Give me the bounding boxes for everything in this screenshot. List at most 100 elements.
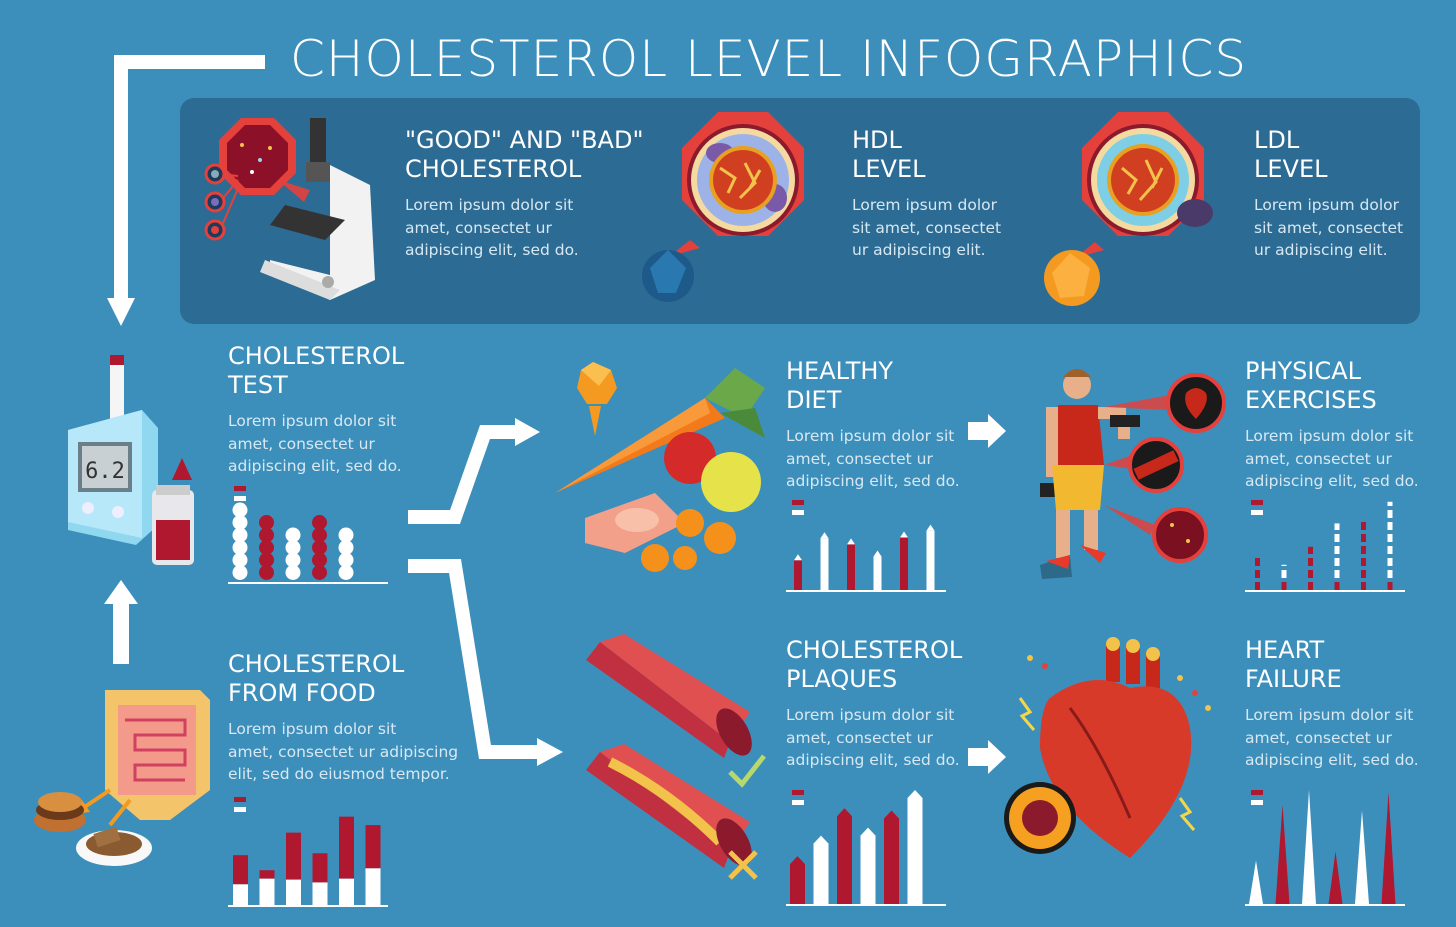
bar	[907, 790, 923, 904]
chart-exercise	[1245, 500, 1405, 592]
bar	[1249, 860, 1263, 904]
bar-tip	[873, 550, 882, 557]
bar-segment	[1361, 558, 1366, 566]
bar-bead	[285, 552, 301, 568]
bar-tip	[820, 532, 829, 539]
chart-diet	[786, 500, 946, 592]
hdl-text: Lorem ipsum dolor sit amet, consectet ur…	[852, 196, 1002, 259]
ldl-particle-icon	[1044, 112, 1213, 306]
bar-segment	[1281, 570, 1287, 578]
chart-heart	[1245, 790, 1405, 906]
hdl-particle-icon	[642, 112, 804, 302]
bar-bead	[285, 565, 301, 580]
athlete-icon	[1040, 369, 1226, 579]
microscope-icon	[204, 118, 375, 300]
page-title: CHOLESTEROL LEVEL INFOGRAPHICS	[290, 30, 1248, 88]
bar	[860, 827, 876, 904]
legend-mark	[234, 486, 246, 491]
bar	[312, 853, 328, 883]
arrow-right-icon	[968, 414, 1006, 448]
bar-bead	[312, 540, 327, 555]
bar	[813, 835, 829, 904]
bar-bead	[232, 502, 248, 518]
bar-tip	[794, 554, 802, 561]
bar-bead	[259, 552, 274, 568]
bar-bead	[259, 540, 274, 555]
bar-bead	[259, 515, 274, 530]
chart-baseline	[1245, 590, 1405, 592]
chart-baseline	[786, 590, 946, 592]
chart-baseline	[786, 904, 946, 906]
bar-bead	[338, 552, 354, 568]
bar	[847, 544, 855, 590]
legend-mark	[1251, 790, 1263, 795]
ldl-heading: LDL LEVEL	[1254, 126, 1328, 183]
bar	[820, 538, 829, 590]
bar	[884, 810, 899, 904]
bar-bead	[338, 565, 354, 580]
bar-bead	[285, 527, 301, 543]
bar-bead	[259, 565, 274, 580]
chart-baseline	[228, 582, 388, 584]
heart-icon	[1004, 637, 1211, 858]
bar-bead	[312, 565, 327, 580]
intestine-icon	[34, 690, 210, 866]
plaques-text: Lorem ipsum dolor sit amet, consectet ur…	[786, 706, 960, 769]
bar	[365, 825, 381, 869]
bar-segment	[1334, 570, 1340, 578]
bar-segment	[1281, 564, 1287, 566]
legend-mark	[792, 500, 804, 505]
heart-text: Lorem ipsum dolor sit amet, consectet ur…	[1245, 706, 1419, 769]
bar	[1355, 810, 1369, 904]
chart-test	[228, 486, 388, 584]
bar	[1328, 851, 1343, 904]
meter-display: 6.2	[85, 459, 125, 484]
vegetables-icon	[555, 362, 765, 572]
legend-mark	[234, 807, 246, 812]
bar-segment	[1387, 570, 1393, 578]
ldl-text: Lorem ipsum dolor sit amet, consectet ur…	[1254, 196, 1404, 259]
bar	[233, 884, 248, 905]
bar	[790, 856, 805, 904]
bar	[339, 878, 354, 905]
bar-segment	[1334, 523, 1340, 530]
bar-segment	[1308, 570, 1313, 578]
chart-baseline	[228, 905, 388, 907]
bar-bead	[312, 552, 327, 568]
diet-text: Lorem ipsum dolor sit amet, consectet ur…	[786, 427, 960, 490]
bar	[1275, 804, 1290, 904]
bar-segment	[1361, 522, 1366, 530]
legend-mark	[1251, 510, 1263, 515]
test-heading: CHOLESTEROL TEST	[228, 342, 405, 399]
bar	[259, 870, 275, 879]
plaques-heading: CHOLESTEROL PLAQUES	[786, 636, 963, 693]
bar	[926, 530, 935, 590]
heart-heading: HEART FAILURE	[1245, 636, 1342, 693]
exercise-text: Lorem ipsum dolor sit amet, consectet ur…	[1245, 427, 1419, 490]
bar	[286, 832, 301, 880]
legend-mark	[792, 800, 804, 805]
top-panel	[180, 98, 1420, 324]
bar	[794, 560, 802, 590]
bar-bead	[285, 540, 301, 555]
bar-segment	[1361, 570, 1366, 578]
bar	[1302, 790, 1316, 904]
bar-segment	[1361, 582, 1366, 590]
exercise-heading: PHYSICAL EXERCISES	[1245, 357, 1377, 414]
bar	[286, 879, 301, 905]
bar	[233, 855, 248, 885]
bar-segment	[1281, 582, 1287, 590]
legend-mark	[234, 797, 246, 802]
bar-segment	[1361, 546, 1366, 554]
bar	[837, 808, 852, 904]
bar-segment	[1255, 582, 1260, 590]
bar-bead	[232, 552, 248, 568]
bar-bead	[232, 515, 248, 530]
bar-segment	[1308, 582, 1313, 590]
bar-bead	[338, 540, 354, 555]
bar-segment	[1387, 501, 1393, 506]
bar-segment	[1255, 570, 1260, 578]
arrow-right-icon	[968, 740, 1006, 774]
bar	[259, 878, 275, 905]
bar-tip	[847, 538, 855, 545]
